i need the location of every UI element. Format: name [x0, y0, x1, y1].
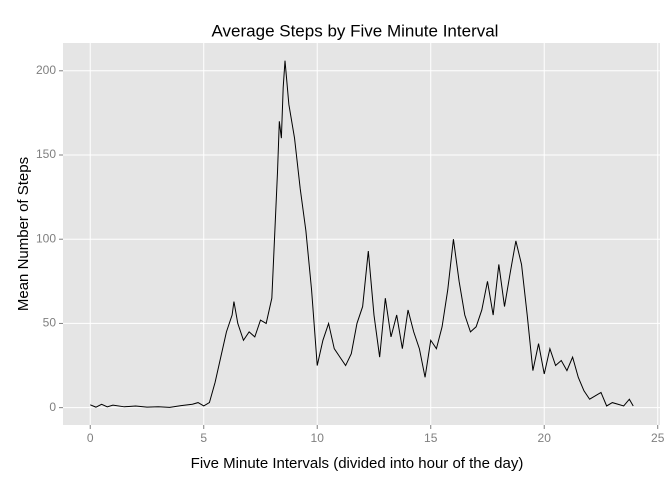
x-tick-label: 25	[651, 431, 665, 445]
y-tick-label: 0	[49, 400, 56, 414]
y-axis-label: Mean Number of Steps	[15, 157, 32, 311]
x-axis-label: Five Minute Intervals (divided into hour…	[191, 455, 524, 472]
x-tick-label: 0	[87, 431, 94, 445]
plot-panel	[63, 43, 660, 425]
x-tick-label: 15	[424, 431, 438, 445]
x-tick-label: 5	[200, 431, 207, 445]
x-tick-label: 10	[311, 431, 325, 445]
y-tick-label: 50	[43, 316, 57, 330]
y-tick-label: 100	[36, 231, 56, 245]
chart-title: Average Steps by Five Minute Interval	[212, 21, 499, 40]
x-tick-label: 20	[538, 431, 552, 445]
y-tick-label: 200	[36, 63, 56, 77]
y-tick-label: 150	[36, 147, 56, 161]
data-line	[90, 60, 634, 408]
